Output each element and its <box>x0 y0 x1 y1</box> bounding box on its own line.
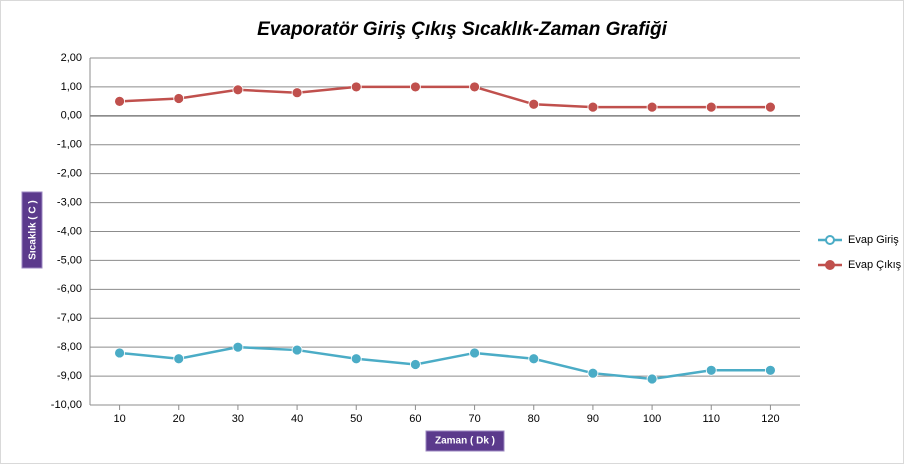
x-tick-label: 70 <box>468 413 480 425</box>
x-tick-label: 30 <box>232 413 244 425</box>
data-point <box>291 87 303 99</box>
data-point <box>528 353 540 365</box>
data-point <box>765 101 776 113</box>
y-axis-label: Sıcaklık ( C ) <box>28 200 39 259</box>
y-tick-label: -9,00 <box>57 370 82 382</box>
y-tick-label: -2,00 <box>57 168 82 180</box>
x-axis-label: Zaman ( Dk ) <box>435 436 495 447</box>
x-axis-label-box <box>425 430 505 452</box>
data-point <box>350 353 362 365</box>
data-point <box>291 344 303 356</box>
data-point <box>232 341 244 353</box>
x-tick-label: 120 <box>761 413 779 425</box>
x-tick-label: 100 <box>643 413 661 425</box>
x-tick-label: 60 <box>409 413 421 425</box>
legend-label: Evap Çıkış <box>848 259 902 271</box>
y-tick-label: 2,00 <box>61 52 82 64</box>
x-tick-label: 110 <box>702 413 720 425</box>
y-tick-label: -5,00 <box>57 254 82 266</box>
x-tick-label: 20 <box>173 413 185 425</box>
y-tick-label: -7,00 <box>57 312 82 324</box>
y-tick-label: -10,00 <box>51 399 82 411</box>
series-line <box>119 345 771 381</box>
data-point <box>587 101 599 113</box>
x-tick-label: 90 <box>587 413 599 425</box>
x-tick-label: 80 <box>528 413 540 425</box>
data-point <box>469 347 480 359</box>
legend-marker <box>825 235 835 245</box>
y-tick-label: -3,00 <box>57 196 82 208</box>
y-tick-label: 0,00 <box>61 110 82 122</box>
data-point <box>646 101 658 113</box>
data-point <box>114 95 125 107</box>
data-point <box>528 98 540 110</box>
x-tick-label: 10 <box>113 413 125 425</box>
y-tick-label: 1,00 <box>61 81 82 93</box>
data-point <box>705 364 717 376</box>
data-point <box>469 81 480 93</box>
y-tick-label: -1,00 <box>57 139 82 151</box>
data-point <box>410 81 421 93</box>
data-point <box>587 367 599 379</box>
legend-label: Evap Giriş <box>848 234 899 246</box>
data-point <box>410 359 421 370</box>
x-tick-label: 50 <box>350 413 362 425</box>
data-point <box>173 353 185 365</box>
y-tick-label: -6,00 <box>57 283 82 295</box>
chart-title: Evaporatör Giriş Çıkış Sıcaklık-Zaman Gr… <box>257 19 667 40</box>
data-point <box>646 373 658 385</box>
legend-marker <box>825 260 835 270</box>
y-tick-label: -8,00 <box>57 341 82 353</box>
x-tick-label: 40 <box>291 413 303 425</box>
data-point <box>705 101 717 113</box>
data-point <box>765 364 776 376</box>
data-point <box>350 81 362 93</box>
y-tick-label: -4,00 <box>57 225 82 237</box>
data-point <box>232 84 244 96</box>
data-point <box>114 347 125 359</box>
data-point <box>173 93 185 104</box>
y-axis-label-box <box>21 191 43 269</box>
series-line <box>119 85 771 109</box>
